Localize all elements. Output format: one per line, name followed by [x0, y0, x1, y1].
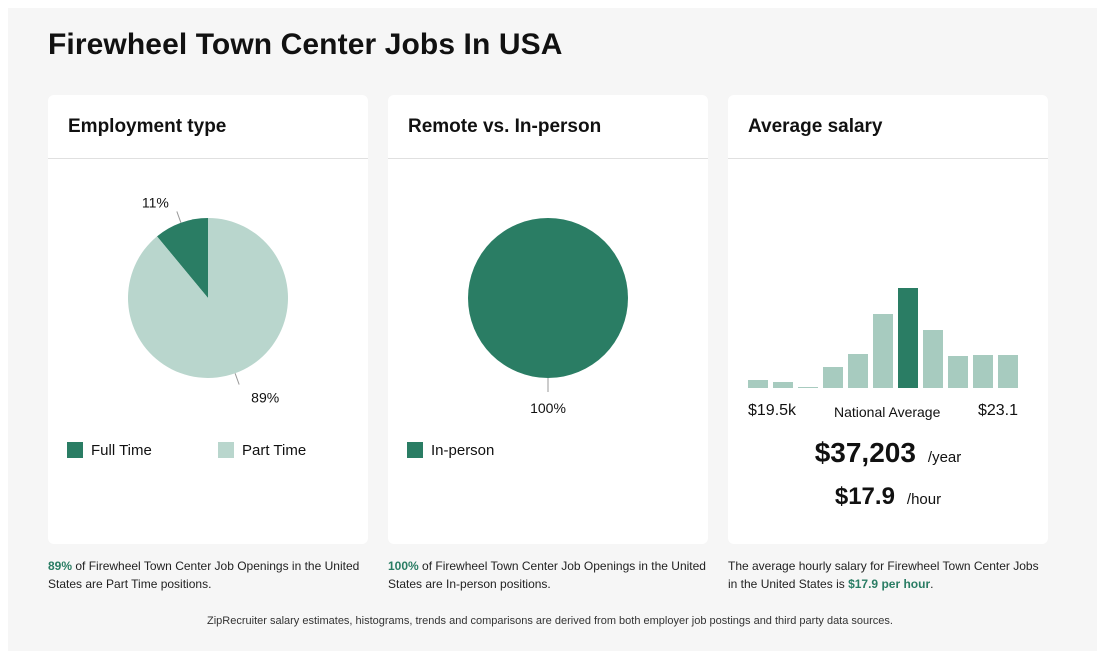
pie-label-in-person: 100% — [530, 400, 566, 416]
average-salary-caption: The average hourly salary for Firewheel … — [728, 557, 1048, 593]
legend-swatch-part-time — [218, 442, 234, 458]
histogram-bar — [998, 355, 1018, 388]
histogram-tick-right: $23.1 — [977, 402, 1018, 419]
legend-label-part-time: Part Time — [242, 442, 307, 459]
page-title: Firewheel Town Center Jobs In USA — [48, 28, 563, 61]
caption-text: of Firewheel Town Center Job Openings in… — [388, 559, 706, 591]
caption-highlight: $17.9 per hour — [848, 577, 931, 591]
legend-swatch-in-person — [407, 442, 423, 458]
histogram-bar — [923, 330, 943, 388]
salary-histogram — [748, 288, 1018, 388]
caption-text: The average hourly salary for Firewheel … — [728, 559, 1039, 591]
pie-slice-in-person — [468, 218, 628, 378]
caption-text: of Firewheel Town Center Job Openings in… — [48, 559, 360, 591]
yearly-salary-value: $37,203 — [814, 437, 916, 468]
remote-vs-in-person-caption: 100% of Firewheel Town Center Job Openin… — [388, 557, 708, 593]
average-salary-title: Average salary — [748, 116, 883, 137]
histogram-bar — [798, 387, 818, 388]
hourly-salary-value: $17.9 — [834, 483, 895, 510]
remote-vs-in-person-card: Remote vs. In-person 100% In-person — [388, 95, 708, 544]
legend-label-full-time: Full Time — [91, 442, 152, 459]
histogram-bar — [773, 382, 793, 388]
legend-label-in-person: In-person — [431, 442, 495, 459]
caption-highlight: 100% — [388, 559, 419, 573]
caption-highlight: 89% — [48, 559, 73, 573]
caption-end: . — [930, 577, 934, 591]
card-divider — [728, 158, 1048, 159]
employment-type-title: Employment type — [68, 116, 227, 137]
hourly-salary-row: $17.9 /hour — [728, 483, 1048, 511]
histogram-bar — [973, 355, 993, 388]
pie-slice-part-time — [128, 218, 288, 378]
remote-vs-in-person-title: Remote vs. In-person — [408, 116, 602, 137]
pie-leader-line — [234, 373, 240, 385]
employment-type-pie-chart: 11% 89% — [128, 194, 288, 406]
pie-leader-line — [176, 211, 182, 223]
yearly-salary-row: $37,203 /year — [728, 437, 1048, 469]
hourly-salary-unit: /hour — [906, 491, 942, 508]
histogram-bar — [848, 354, 868, 388]
histogram-bar — [823, 367, 843, 388]
legend-swatch-full-time — [67, 442, 83, 458]
employment-type-caption: 89% of Firewheel Town Center Job Opening… — [48, 557, 368, 593]
histogram-bar — [873, 314, 893, 388]
histogram-bar — [948, 356, 968, 388]
employment-type-card: Employment type 11% 89% Full Time Part Ti… — [48, 95, 368, 544]
remote-vs-in-person-pie-chart: 100% — [468, 218, 628, 416]
histogram-bar — [898, 288, 918, 388]
pie-slice-full-time — [157, 218, 208, 298]
histogram-tick-left: $19.5k — [748, 402, 797, 419]
average-salary-card: Average salary $19.5k National Average $… — [728, 95, 1048, 544]
histogram-bar — [748, 380, 768, 388]
histogram-tick-national-average: National Average — [834, 404, 941, 420]
yearly-salary-unit: /year — [927, 449, 962, 466]
footer-note: ZipRecruiter salary estimates, histogram… — [207, 615, 893, 627]
pie-label-full-time: 11% — [142, 194, 169, 210]
pie-label-part-time: 89% — [251, 390, 279, 406]
card-divider — [388, 158, 708, 159]
card-divider — [48, 158, 368, 159]
